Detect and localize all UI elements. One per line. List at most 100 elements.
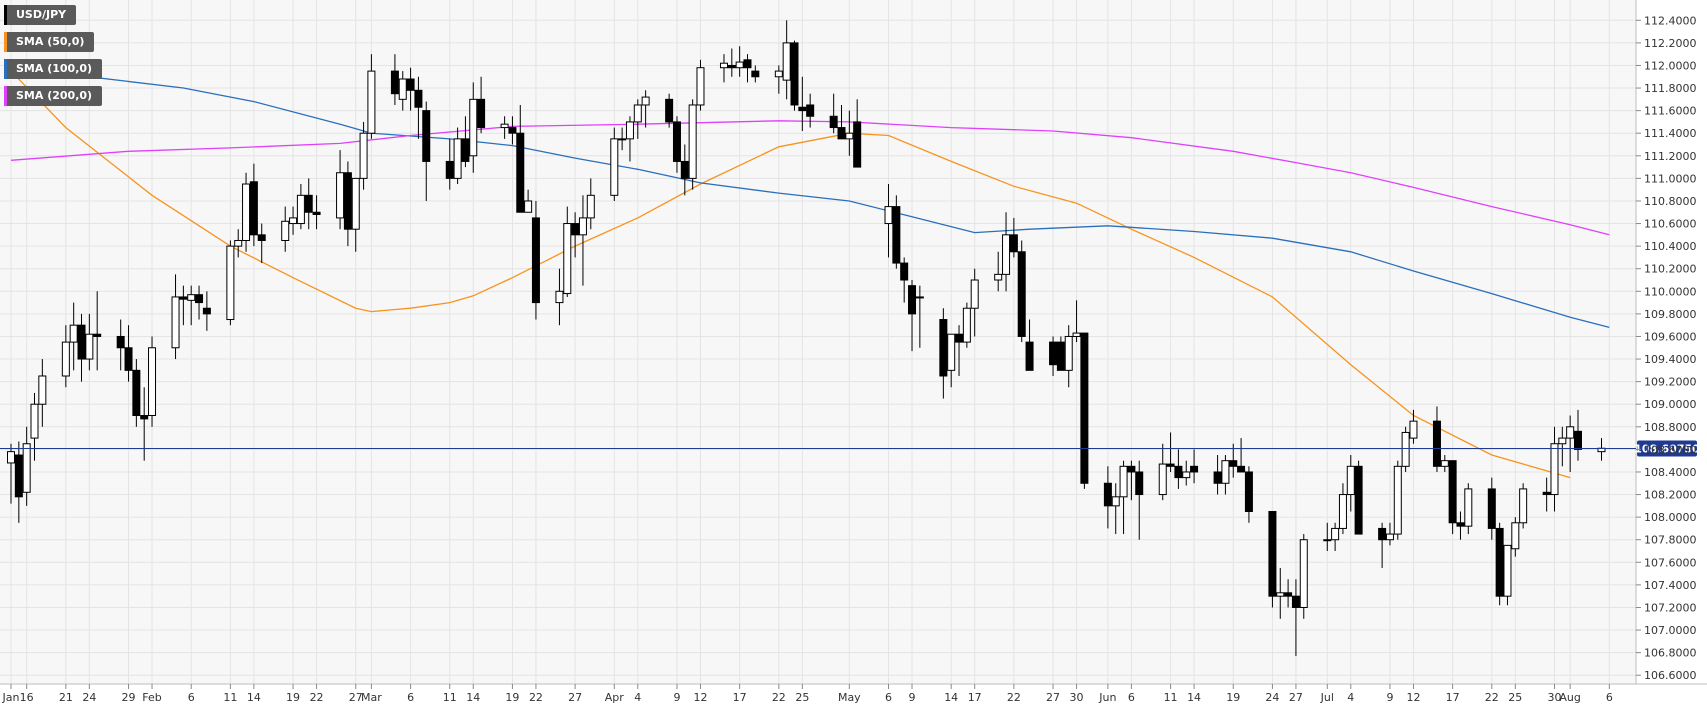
legend-item-usdjpy[interactable]: USD/JPY <box>4 5 77 25</box>
candle-body <box>1566 426 1575 439</box>
y-tick-label: 108.4000 <box>1644 466 1697 479</box>
x-tick-label: 25 <box>795 691 809 704</box>
legend-item-sma-50[interactable]: SMA (50,0) <box>4 32 95 52</box>
current-price-badge <box>1637 440 1697 457</box>
candle-body <box>1495 527 1504 597</box>
candle-body <box>414 89 423 108</box>
candle <box>414 76 423 139</box>
candle-body <box>398 78 407 100</box>
y-tick-label: 107.6000 <box>1644 556 1697 569</box>
candle <box>665 93 674 128</box>
candle <box>296 184 305 230</box>
candle <box>1229 443 1238 478</box>
candle <box>469 82 478 173</box>
candle <box>1237 438 1246 473</box>
candle <box>38 359 47 427</box>
candle <box>343 161 352 247</box>
x-tick-label: 22 <box>1007 691 1021 704</box>
candle <box>1284 579 1293 608</box>
candle-body <box>625 121 634 140</box>
candle-body <box>116 335 125 349</box>
candle-body <box>343 172 352 230</box>
candle <box>751 65 760 83</box>
candle-body <box>226 245 235 321</box>
candle <box>289 206 298 235</box>
x-tick-label: 24 <box>82 691 96 704</box>
candle-body <box>1448 460 1457 524</box>
candle-body <box>14 454 23 498</box>
x-tick-label: Jan <box>2 691 20 704</box>
candle-body <box>853 121 862 168</box>
candle <box>1448 460 1457 535</box>
y-tick-label: 109.6000 <box>1644 330 1697 343</box>
candle <box>500 116 509 139</box>
x-tick-label: 30 <box>1070 691 1084 704</box>
candle <box>7 443 15 504</box>
x-tick-label: Mar <box>361 691 382 704</box>
y-tick-label: 112.0000 <box>1644 59 1697 72</box>
legend-label: SMA (100,0) <box>16 62 93 75</box>
candle <box>312 195 321 230</box>
legend-label: SMA (50,0) <box>16 35 85 48</box>
candle-body <box>555 290 564 304</box>
candle <box>680 144 689 196</box>
candle-body <box>1158 463 1167 496</box>
candle-body <box>806 104 815 117</box>
x-tick-label: Jul <box>1320 691 1334 704</box>
candle-body <box>1346 465 1355 496</box>
candle-body <box>743 59 752 69</box>
candle-body <box>1080 332 1089 484</box>
candle-body <box>688 104 697 179</box>
candle <box>257 223 266 264</box>
x-tick-label: Feb <box>142 691 161 704</box>
candle <box>1002 212 1011 292</box>
candle-body <box>30 403 39 439</box>
candle <box>1401 426 1410 472</box>
candle-body <box>69 324 78 343</box>
candle-body <box>1291 595 1300 608</box>
candle-body <box>336 172 345 219</box>
candle <box>586 178 595 230</box>
candle-body <box>665 98 674 123</box>
candle <box>688 99 697 190</box>
candle <box>234 229 243 258</box>
y-tick-label: 111.0000 <box>1644 172 1697 185</box>
legend-label: SMA (200,0) <box>16 89 93 102</box>
x-tick-label: 16 <box>20 691 34 704</box>
candle-body <box>367 70 376 134</box>
y-tick-label: 110.6000 <box>1644 218 1697 231</box>
candle <box>422 101 431 201</box>
candle-body <box>461 138 470 162</box>
candle-body <box>727 64 736 69</box>
candle-body <box>132 369 141 417</box>
candle <box>1127 460 1136 501</box>
candle <box>837 104 846 140</box>
candle <box>195 285 204 320</box>
candle-body <box>1072 332 1081 337</box>
candle-body <box>148 347 157 417</box>
x-tick-label: Apr <box>605 691 625 704</box>
candle-body <box>1221 460 1230 484</box>
candle-body <box>242 183 251 241</box>
y-tick-label: 110.0000 <box>1644 285 1697 298</box>
candle-body <box>1182 471 1191 479</box>
candle <box>85 313 94 371</box>
candle-body <box>187 294 196 301</box>
candle-body <box>1268 510 1277 597</box>
y-tick-label: 106.8000 <box>1644 647 1697 660</box>
candle <box>1221 455 1230 495</box>
candle-body <box>1401 431 1410 467</box>
x-tick-label: 24 <box>1265 691 1279 704</box>
legend-item-sma-200[interactable]: SMA (200,0) <box>4 86 103 106</box>
y-tick-label: 111.8000 <box>1644 82 1697 95</box>
candle-body <box>406 78 415 91</box>
y-tick-label: 112.2000 <box>1644 37 1697 50</box>
candle <box>22 426 31 506</box>
candle <box>563 206 572 297</box>
candle <box>226 240 235 326</box>
legend-item-sma-100[interactable]: SMA (100,0) <box>4 59 103 79</box>
candle <box>892 195 901 269</box>
candle-body <box>22 443 31 493</box>
candle <box>578 195 587 286</box>
